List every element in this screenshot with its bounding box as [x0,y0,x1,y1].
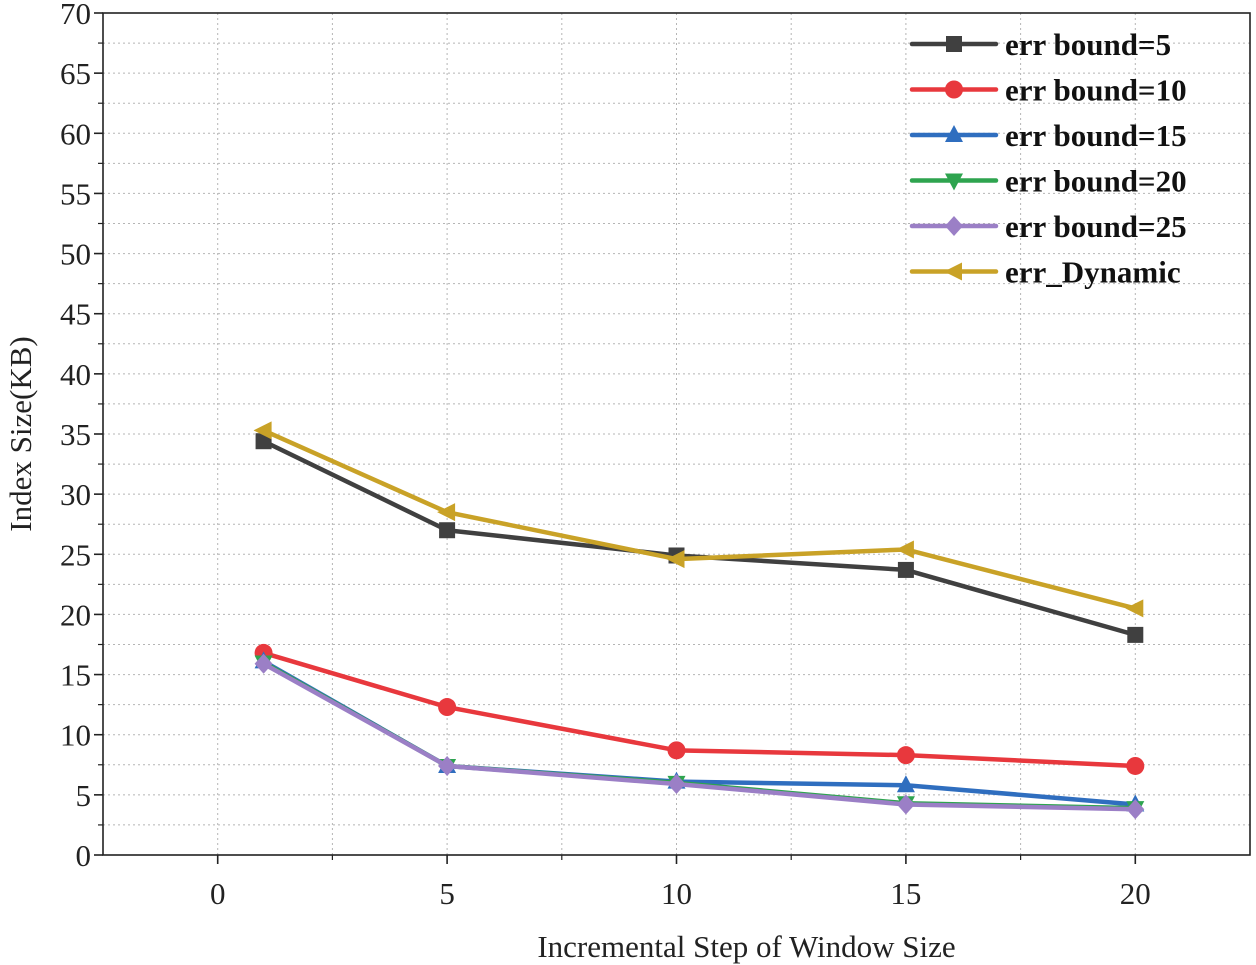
data-point [667,774,686,795]
legend-label: err bound=15 [1005,118,1187,153]
legend-entry: err bound=25 [909,209,1187,244]
series-5 [253,421,1144,618]
legend-swatch-marker [945,216,963,236]
series-0 [255,433,1144,643]
data-point [896,775,915,793]
y-tick-label: 55 [60,176,91,211]
x-tick-label: 20 [1120,876,1151,911]
legend-entry: err bound=15 [909,118,1187,153]
y-tick-label: 10 [60,718,91,753]
legend-swatch-marker [944,262,962,281]
x-tick-label: 5 [439,876,455,911]
series-1 [254,643,1145,775]
data-point [438,698,457,717]
legend-entry: err_Dynamic [909,255,1181,290]
series-line [261,650,1138,769]
data-point [254,653,273,674]
legend-label: err bound=20 [1005,164,1187,199]
legend-entry: err bound=20 [909,164,1187,199]
y-tick-label: 5 [76,778,92,813]
y-axis-title: Index Size(KB) [3,336,38,531]
data-point [437,503,456,522]
series-4 [254,653,1145,820]
legend-swatch-marker [945,80,963,99]
legend-label: err bound=10 [1005,73,1187,108]
legend-entry: err bound=5 [909,27,1171,62]
legend-label: err bound=5 [1005,27,1171,62]
y-tick-label: 15 [60,658,91,693]
legend-entry: err bound=10 [909,73,1187,108]
data-point [1125,599,1144,618]
data-point [896,746,915,765]
legend-swatch-marker [945,125,963,142]
data-point [439,522,456,539]
x-tick-label: 15 [890,876,921,911]
data-point [666,550,685,569]
legend: err bound=5 err bound=10 err bound=15 err b… [909,27,1187,290]
data-point [253,421,272,440]
series-line [261,661,1138,812]
data-point [667,741,686,760]
data-point [1126,799,1145,820]
axes-layer: 0 5 10 15 20 25 30 35 40 45 50 55 60 65 70 0 5 10 15 20 [60,0,1251,911]
legend-label: err bound=25 [1005,209,1187,244]
y-tick-label: 40 [60,357,91,392]
legend-swatch-marker [946,36,962,52]
data-point [897,561,914,578]
data-point [895,540,914,559]
series-line [261,438,1138,638]
data-point [896,794,915,815]
y-tick-label: 35 [60,417,91,452]
data-point [1127,626,1144,643]
y-tick-label: 30 [60,477,91,512]
y-tick-label: 65 [60,56,91,91]
x-axis-title: Incremental Step of Window Size [537,929,955,964]
y-tick-label: 20 [60,597,91,632]
data-point [438,755,457,776]
y-tick-label: 45 [60,297,91,332]
y-tick-label: 50 [60,237,91,272]
series-line [261,428,1138,611]
y-tick-label: 25 [60,537,91,572]
x-tick-label: 10 [661,876,692,911]
x-tick-label: 0 [210,876,226,911]
y-tick-label: 70 [60,0,91,31]
series-layer [253,421,1145,820]
data-point [1126,756,1145,775]
y-tick-label: 60 [60,116,91,151]
y-tick-label: 0 [76,838,92,873]
legend-label: err_Dynamic [1005,255,1181,290]
legend-swatch-marker [945,173,963,191]
